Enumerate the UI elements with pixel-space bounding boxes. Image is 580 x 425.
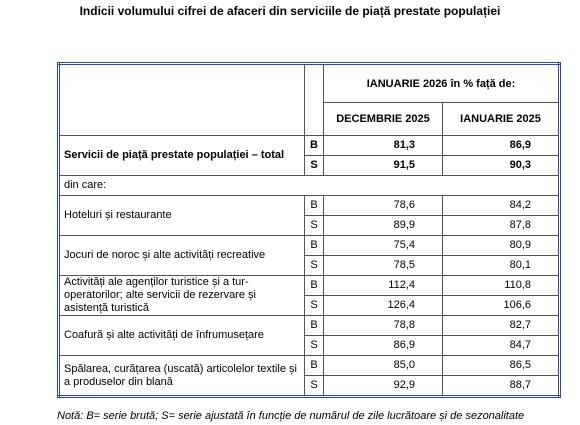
header-group: IANUARIE 2026 în % față de: xyxy=(322,63,561,103)
value-cell: 86,9 xyxy=(323,335,443,356)
value-cell: 80,9 xyxy=(441,235,561,256)
row: Jocuri de noroc și alte activități recre… xyxy=(58,235,561,276)
value-cell: 89,9 xyxy=(323,215,443,236)
series-code: S xyxy=(304,295,324,316)
series-code: S xyxy=(304,255,324,276)
value-cell: 126,4 xyxy=(323,295,443,316)
note: Notă: B= serie brută; S= serie ajustată … xyxy=(57,410,525,422)
value-cell: 106,6 xyxy=(441,295,561,316)
row: Coafură și alte activități de înfrumuseț… xyxy=(58,315,561,356)
series-code: B xyxy=(304,355,324,376)
row-label: Jocuri de noroc și alte activități recre… xyxy=(58,235,305,276)
header-row: DECEMBRIE 2025 IANUARIE 2025 xyxy=(59,102,561,136)
row-label: Coafură și alte activități de înfrumuseț… xyxy=(58,315,305,356)
value-cell: 110,8 xyxy=(441,275,561,296)
value-cell: 81,3 xyxy=(323,135,443,156)
series-code: B xyxy=(304,235,324,256)
value-cell: 80,1 xyxy=(441,255,561,276)
header-blank xyxy=(304,63,324,136)
row: Spălarea, curățarea (uscată) articolelor… xyxy=(58,355,561,397)
row: Activități ale agenților turistice și a … xyxy=(58,275,561,316)
row-label: Spălarea, curățarea (uscată) articolelor… xyxy=(58,355,305,397)
title: Indicii volumului cifrei de afaceri din … xyxy=(79,4,501,18)
series-code: S xyxy=(304,375,324,397)
value-cell: 86,9 xyxy=(441,135,561,156)
header-blank xyxy=(58,63,305,136)
value-cell: 78,8 xyxy=(323,315,443,336)
column-header: DECEMBRIE 2025 xyxy=(323,102,443,136)
row-label: Servicii de piață prestate populației – … xyxy=(58,135,305,176)
value-cell: 85,0 xyxy=(323,355,443,376)
value-cell: 91,5 xyxy=(323,155,443,176)
row-label: Activități ale agenților turistice și a … xyxy=(58,275,305,316)
row: S 126,4 106,6 xyxy=(59,295,561,316)
series-code: B xyxy=(304,195,324,216)
row: din care: xyxy=(57,175,561,196)
series-code: S xyxy=(304,155,324,176)
header-row: IANUARIE 2026 în % față de: xyxy=(58,63,561,136)
row: Hoteluri și restaurante B 78,6 84,2 xyxy=(58,195,561,236)
value-cell: 75,4 xyxy=(323,235,443,256)
value-cell: 87,8 xyxy=(441,215,561,236)
value-cell: 78,6 xyxy=(323,195,443,216)
value-cell: 112,4 xyxy=(323,275,443,296)
row: S 86,9 84,7 xyxy=(59,335,561,356)
value-cell: 84,7 xyxy=(441,335,561,356)
row: S 91,5 90,3 xyxy=(59,155,561,176)
value-cell: 84,2 xyxy=(441,195,561,216)
row: Servicii de piață prestate populației – … xyxy=(58,135,561,176)
value-cell: 92,9 xyxy=(323,375,443,397)
series-code: S xyxy=(304,215,324,236)
value-cell: 88,7 xyxy=(441,375,561,397)
row-label: din care: xyxy=(57,175,561,196)
row: S 78,5 80,1 xyxy=(59,255,561,276)
series-code: B xyxy=(304,315,324,336)
series-code: B xyxy=(304,275,324,296)
series-code: S xyxy=(304,335,324,356)
table-body: Servicii de piață prestate populației – … xyxy=(57,135,561,397)
value-cell: 78,5 xyxy=(323,255,443,276)
value-cell: 90,3 xyxy=(441,155,561,176)
column-header: IANUARIE 2025 xyxy=(441,102,561,136)
row: S 92,9 88,7 xyxy=(59,375,561,397)
row-label: Hoteluri și restaurante xyxy=(58,195,305,236)
data-table: IANUARIE 2026 în % față de: DECEMBRIE 20… xyxy=(57,62,562,398)
value-cell: 82,7 xyxy=(441,315,561,336)
series-code: B xyxy=(304,135,324,156)
value-cell: 86,5 xyxy=(441,355,561,376)
